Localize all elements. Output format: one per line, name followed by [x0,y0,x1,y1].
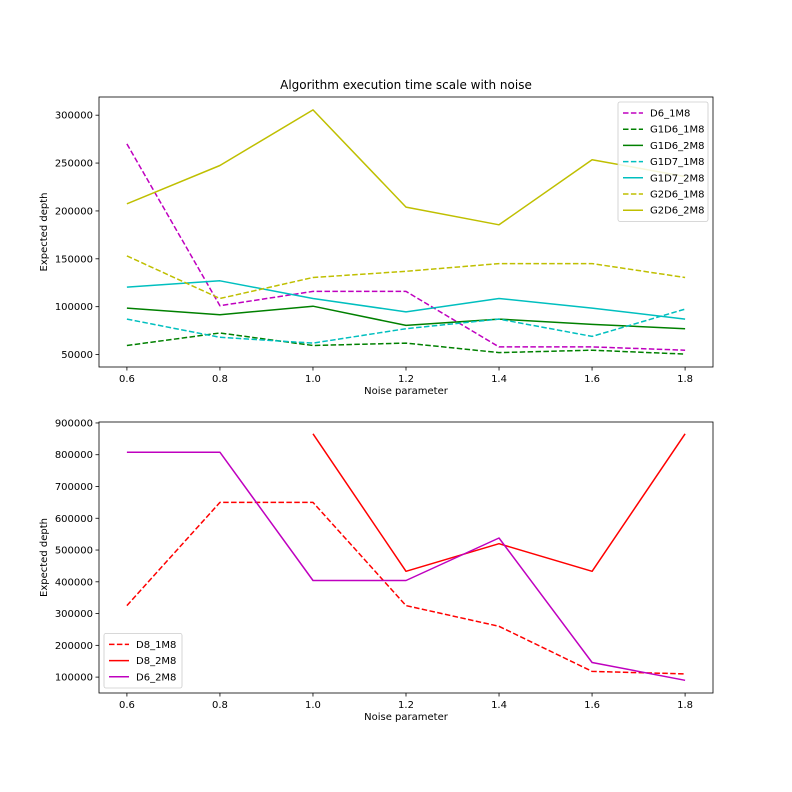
y-tick-label: 800000 [55,450,93,461]
x-tick-label: 1.6 [584,700,600,711]
legend-label: D8_1M8 [136,640,176,651]
chart-title: Algorithm execution time scale with nois… [280,78,532,92]
legend-box [617,101,709,222]
top-chart-panel: 0.6 0.8 1.0 1.2 1.4 1.6 1.8 50000 100000 150000 20… [39,96,714,397]
series-line-g1d7-1m8 [126,308,686,344]
y-tick-label: 300000 [55,111,93,122]
legend: D6_1M8 G1D6_1M8 G1D6_2M8 G1D7_1M8 G1D7_2M8 G2… [617,101,709,222]
x-axis-label: Noise parameter [364,712,449,723]
x-tick-label: 1.4 [491,374,507,385]
y-tick-label: 400000 [55,577,93,588]
y-tick-label: 300000 [55,609,93,620]
legend-label: G2D6_1M8 [650,190,705,201]
x-tick-label: 1.2 [398,700,414,711]
x-tick-label: 0.6 [119,374,135,385]
y-tick-label: 100000 [55,302,93,313]
x-tick-label: 1.8 [677,374,693,385]
legend-label: G2D6_2M8 [650,206,705,217]
legend-label: G1D7_2M8 [650,173,705,184]
series-line-d6-1m8 [126,143,686,351]
x-tick-label: 0.6 [119,700,135,711]
y-tick-label: 200000 [55,206,93,217]
legend-label: G1D6_2M8 [650,141,705,152]
y-tick-label: 900000 [55,418,93,429]
legend-box [103,633,183,689]
x-tick-label: 0.8 [212,700,228,711]
x-tick-label: 1.0 [305,374,321,385]
y-tick-label: 700000 [55,482,93,493]
y-tick-label: 150000 [55,254,93,265]
series-line-d8-1m8 [126,501,686,675]
bottom-chart-panel: 0.6 0.8 1.0 1.2 1.4 1.6 1.8 100000 200000 300000 4… [39,418,714,723]
legend: D8_1M8 D8_2M8 D6_2M8 [103,633,183,689]
legend-label: G1D7_1M8 [650,157,705,168]
y-tick-label: 600000 [55,514,93,525]
legend-label: D6_2M8 [136,672,176,683]
x-tick-label: 1.2 [398,374,414,385]
x-tick-label: 1.6 [584,374,600,385]
x-tick-label: 0.8 [212,374,228,385]
y-tick-label: 200000 [55,641,93,652]
x-tick-label: 1.0 [305,700,321,711]
series-line-g2d6-1m8 [126,255,686,300]
y-tick-label: 50000 [61,350,93,361]
series-line-g1d6-2m8 [126,305,686,330]
y-tick-label: 500000 [55,546,93,557]
x-tick-label: 1.4 [491,700,507,711]
series-line-g1d7-2m8 [126,280,686,320]
y-axis-label: Expected depth [39,193,50,272]
y-axis-label: Expected depth [39,518,50,597]
legend-label: G1D6_1M8 [650,125,705,136]
y-tick-label: 250000 [55,159,93,170]
series-line-d8-2m8 [312,433,686,573]
series-line-g2d6-2m8 [126,109,686,226]
x-axis-label: Noise parameter [364,386,449,397]
x-tick-label: 1.8 [677,700,693,711]
y-tick-label: 100000 [55,673,93,684]
legend-label: D8_2M8 [136,656,176,667]
legend-label: D6_1M8 [650,109,690,120]
series-line-g1d6-1m8 [126,332,686,355]
series-line-d6-2m8 [126,451,686,682]
